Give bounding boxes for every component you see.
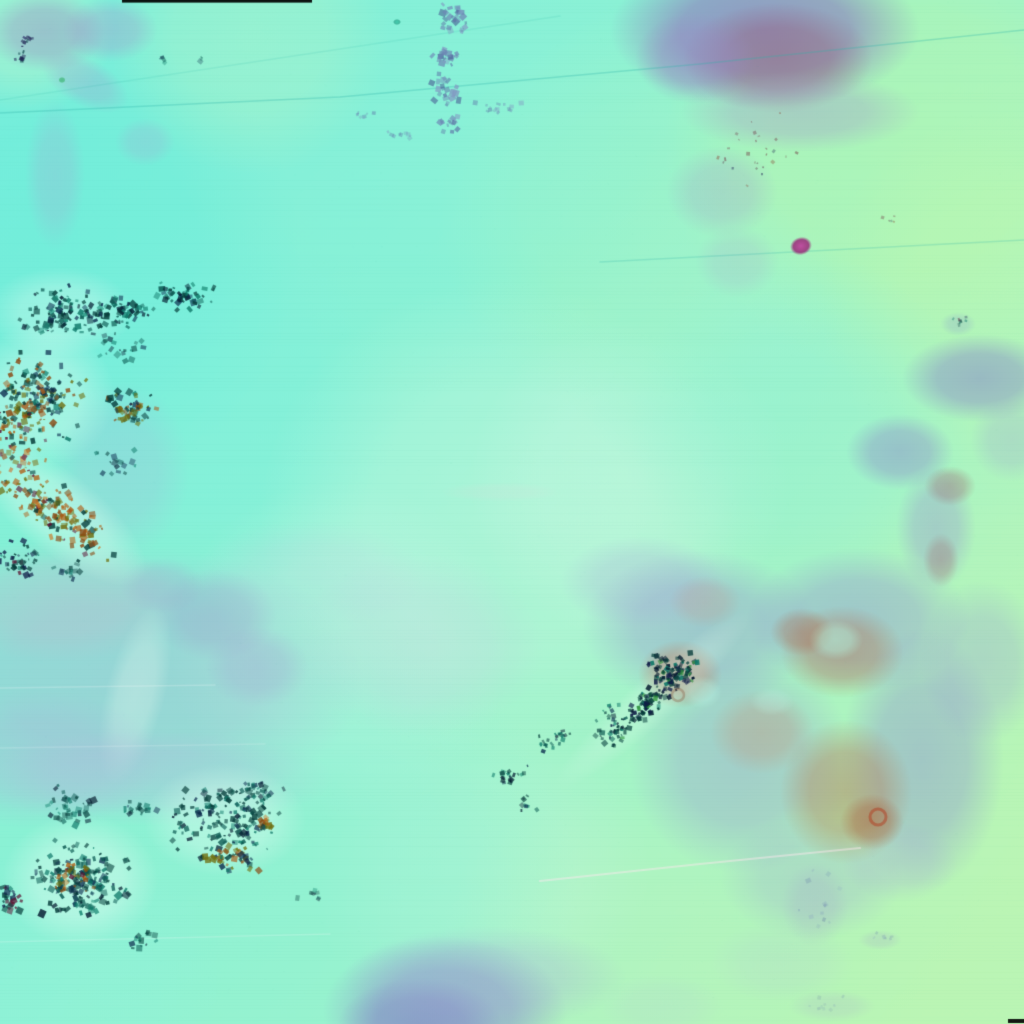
satellite-imagery-canvas	[0, 0, 1024, 1024]
satellite-image-tile	[0, 0, 1024, 1024]
